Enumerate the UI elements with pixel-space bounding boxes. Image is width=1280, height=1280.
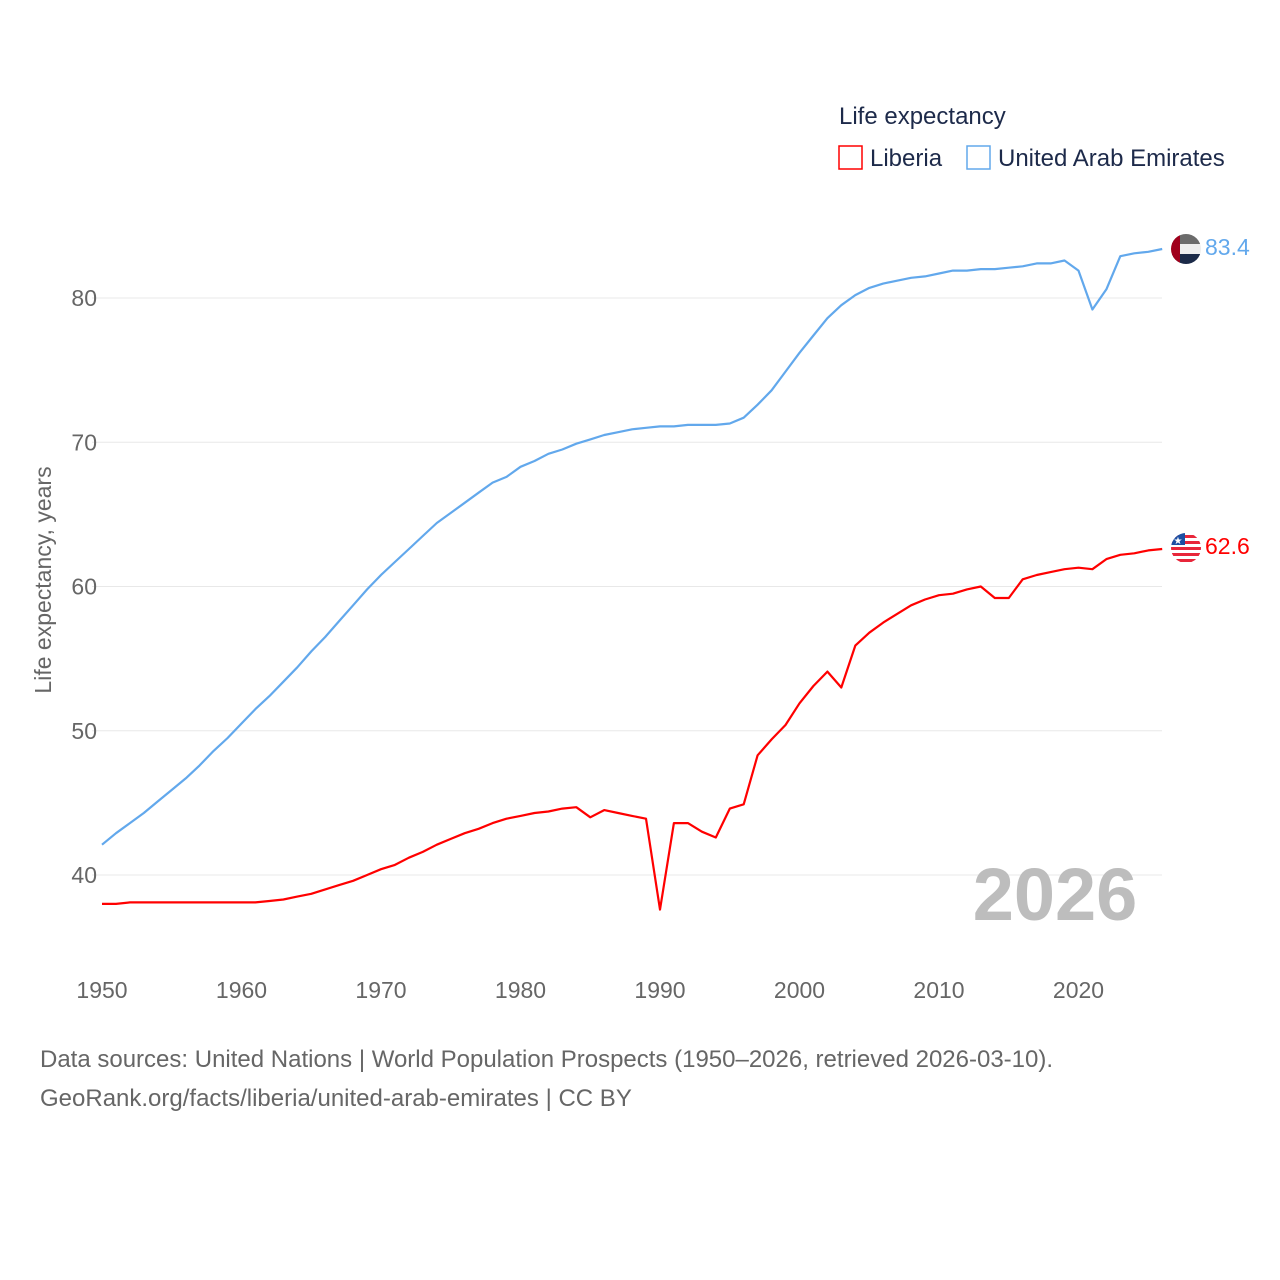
uae-flag-icon [1171, 234, 1201, 264]
legend-label: Liberia [870, 145, 943, 172]
legend-item-uae[interactable]: United Arab Emirates [966, 145, 1225, 172]
liberia-end-value: 62.6 [1205, 533, 1250, 559]
current-year-label: 2026 [973, 853, 1138, 936]
series-line-united-arab-emirates [101, 247, 1163, 846]
x-tick-label: 1970 [355, 977, 406, 1003]
x-tick-label: 1950 [76, 977, 127, 1003]
y-tick-label: 50 [71, 718, 97, 744]
legend-title: Life expectancy [839, 103, 1006, 130]
legend-label: United Arab Emirates [998, 145, 1225, 172]
x-tick-label: 1990 [634, 977, 685, 1003]
credit-link[interactable]: GeoRank.org/facts/liberia/united-arab-em… [40, 1085, 632, 1112]
legend-item-liberia[interactable]: Liberia [838, 145, 943, 172]
y-axis-label: Life expectancy, years [30, 466, 56, 693]
liberia-flag-icon: ★ [1171, 533, 1201, 563]
uae-end-value: 83.4 [1205, 234, 1250, 260]
svg-text:★: ★ [1174, 536, 1183, 547]
x-tick-label: 1980 [495, 977, 546, 1003]
x-tick-label: 2020 [1053, 977, 1104, 1003]
data-sources: Data sources: United Nations | World Pop… [40, 1046, 1054, 1073]
x-tick-label: 2010 [913, 977, 964, 1003]
series-line-liberia [102, 547, 1163, 911]
y-tick-label: 40 [71, 862, 97, 888]
y-tick-label: 80 [71, 285, 97, 311]
y-tick-label: 70 [71, 429, 97, 455]
x-tick-label: 1960 [216, 977, 267, 1003]
y-tick-label: 60 [71, 574, 97, 600]
x-tick-label: 2000 [774, 977, 825, 1003]
